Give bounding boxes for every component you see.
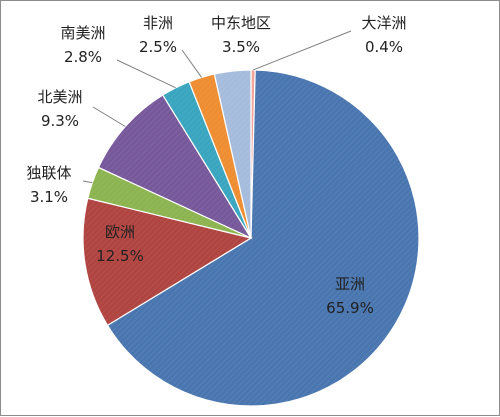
slice-category-label: 欧洲 — [105, 223, 135, 241]
slice-category-label: 独联体 — [26, 164, 71, 182]
pie-slice-texture — [107, 70, 419, 406]
leader-lines — [82, 30, 352, 184]
leader-line — [82, 180, 93, 184]
slice-value-label: 3.5% — [222, 38, 260, 56]
pie-slice-texture — [87, 167, 252, 238]
data-labels: 大洋洲 0.4% 亚洲 65.9% 欧洲 12.5% 独联体 3.1% 北美洲 9.3% 南美洲 2.… — [26, 14, 406, 317]
pie-texture — [83, 69, 419, 406]
slice-category-label: 大洋洲 — [361, 14, 406, 32]
slice-category-label: 中东地区 — [211, 14, 271, 32]
leader-line — [252, 30, 352, 71]
slice-value-label: 2.5% — [139, 38, 177, 56]
slice-value-label: 65.9% — [326, 299, 374, 317]
slice-category-label: 非洲 — [143, 14, 173, 32]
pie-slice-texture — [83, 198, 251, 326]
slice-category-label: 南美洲 — [60, 24, 105, 42]
pie-slice-texture — [162, 81, 251, 238]
pie-slice-texture — [251, 69, 256, 238]
leader-line — [92, 106, 126, 127]
pie-slice-texture — [189, 74, 251, 238]
slice-category-label: 亚洲 — [335, 275, 365, 293]
slice-value-label: 9.3% — [41, 112, 79, 130]
slice-category-label: 北美洲 — [37, 88, 82, 106]
leader-line — [181, 49, 203, 78]
pie-slice-texture — [98, 95, 251, 238]
leader-line — [116, 59, 176, 89]
slice-value-label: 12.5% — [96, 247, 144, 265]
slice-value-label: 2.8% — [64, 48, 102, 66]
slice-value-label: 3.1% — [30, 188, 68, 206]
pie-slice-texture — [214, 70, 251, 238]
slice-value-label: 0.4% — [365, 38, 403, 56]
